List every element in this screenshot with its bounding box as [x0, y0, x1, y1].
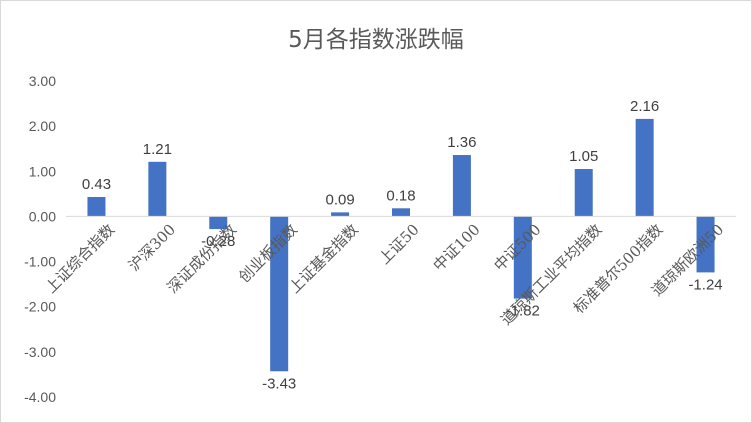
bar	[452, 155, 471, 217]
y-axis: 3.00 2.00 1.00 0.00 -1.00 -2.00 -3.00 -4.00	[24, 73, 56, 405]
data-labels: 0.43 1.21 -0.28 -3.43 0.09 0.18 1.36 -1.82 1.05 2…	[82, 98, 723, 392]
bar	[148, 161, 167, 217]
data-label: -3.43	[262, 375, 296, 392]
category-label: 中证100	[429, 220, 483, 274]
y-tick-label: -3.00	[24, 344, 56, 360]
y-tick-label: -1.00	[24, 254, 56, 270]
bar	[87, 197, 106, 217]
y-tick-label: 2.00	[29, 118, 56, 134]
bar	[696, 216, 715, 273]
bar	[635, 118, 654, 217]
data-label: -1.24	[688, 276, 722, 293]
data-label: 0.18	[386, 187, 415, 204]
data-label: 0.09	[325, 191, 354, 208]
bar	[513, 216, 532, 299]
bar	[270, 216, 289, 372]
data-label: 0.43	[82, 176, 111, 193]
data-label: 2.16	[630, 98, 659, 115]
category-label: 沪深300	[125, 220, 179, 274]
bar	[574, 169, 593, 217]
data-label: 1.05	[569, 148, 598, 165]
data-label: 1.21	[143, 141, 172, 158]
bar	[331, 212, 350, 217]
category-label: 道琼斯工业平均指数	[497, 220, 605, 328]
y-tick-label: -2.00	[24, 299, 56, 315]
bar	[209, 216, 228, 230]
bars	[87, 118, 715, 372]
y-tick-label: -4.00	[24, 389, 56, 405]
y-tick-label: 3.00	[29, 73, 56, 89]
data-label: 1.36	[447, 134, 476, 151]
data-label: -0.28	[201, 233, 235, 250]
bar	[392, 208, 410, 217]
data-label: -1.82	[506, 303, 540, 320]
y-tick-label: 1.00	[29, 163, 56, 179]
category-label: 上证50	[375, 220, 422, 267]
y-tick-label: 0.00	[29, 208, 56, 224]
category-label: 创业板指数	[235, 220, 301, 286]
chart-title: 5月各指数涨跌幅	[288, 27, 464, 53]
